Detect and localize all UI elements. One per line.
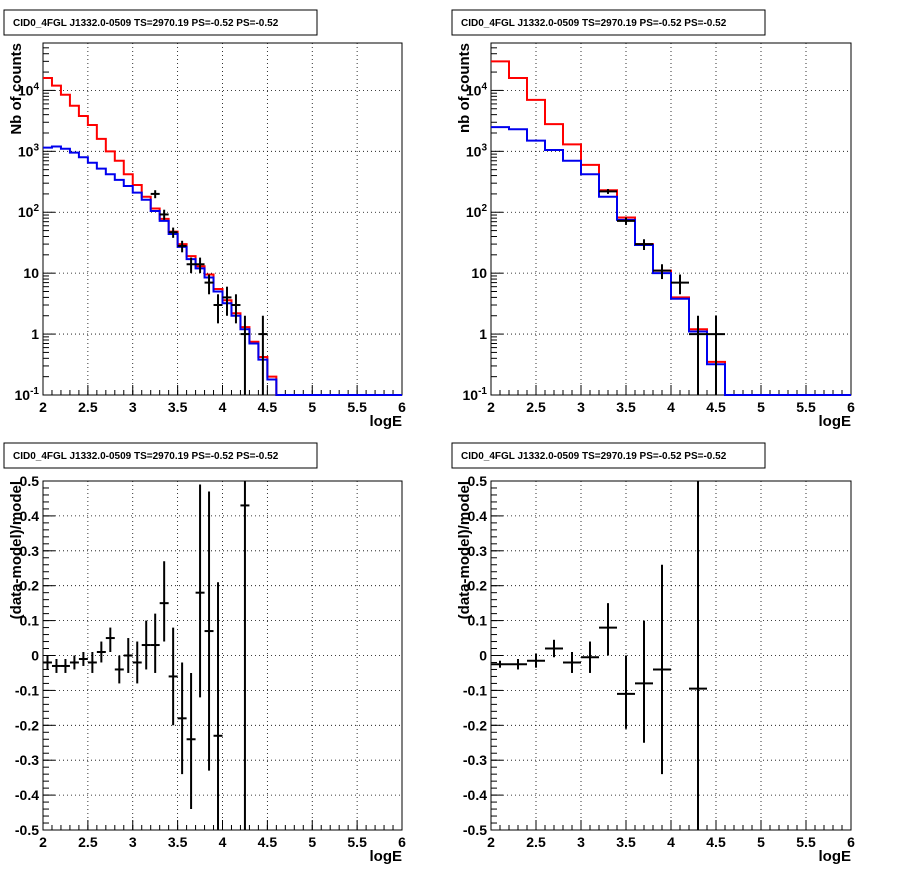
y-tick-label: -0.4	[15, 787, 39, 803]
title-box	[3, 442, 318, 469]
x-tick-label: 4.5	[706, 834, 726, 850]
y-tick-label: -0.2	[463, 717, 487, 733]
x-tick-label: 2	[39, 834, 47, 850]
x-tick-label: 4.5	[258, 834, 278, 850]
x-tick-label: 5	[308, 399, 316, 415]
y-tick-label: 0.5	[468, 473, 488, 489]
x-axis-label: logE	[370, 848, 403, 865]
x-tick-label: 2.5	[78, 834, 98, 850]
y-tick-label: 1	[31, 326, 39, 342]
histogram-series-line	[43, 145, 402, 396]
x-tick-label: 5	[757, 834, 765, 850]
x-tick-label: 4.5	[706, 399, 726, 415]
x-tick-label: 6	[398, 399, 406, 415]
residual-panel-right: CID0_4FGL J1332.0-0509 TS=2970.19 PS=-0.…	[451, 442, 855, 865]
y-axis-label: nb of counts	[456, 43, 473, 133]
plot-frame	[42, 480, 403, 831]
x-tick-label: 5.5	[796, 834, 816, 850]
y-tick-label: 10	[471, 265, 487, 281]
x-tick-label: 3.5	[616, 399, 636, 415]
x-tick-label: 2.5	[526, 834, 546, 850]
y-tick-label: 0.4	[20, 508, 40, 524]
y-tick-label: -0.5	[463, 822, 487, 838]
y-tick-label: 0.4	[468, 508, 488, 524]
chart-title: CID0_4FGL J1332.0-0509 TS=2970.19 PS=-0.…	[13, 451, 279, 462]
x-tick-label: 2	[39, 399, 47, 415]
x-tick-label: 3	[129, 399, 137, 415]
y-tick-label: 0.1	[20, 613, 40, 629]
y-tick-label: 0	[31, 648, 39, 664]
y-tick-label: -0.4	[463, 787, 487, 803]
title-box	[451, 442, 766, 469]
y-tick-label: 103	[466, 142, 488, 159]
counts-panel-right: CID0_4FGL J1332.0-0509 TS=2970.19 PS=-0.…	[451, 9, 855, 430]
y-tick-label: 103	[18, 142, 40, 159]
y-tick-label: 10	[23, 265, 39, 281]
x-tick-label: 6	[398, 834, 406, 850]
y-tick-label: 0.2	[468, 578, 488, 594]
x-tick-label: 3	[129, 834, 137, 850]
x-tick-label: 2	[487, 834, 495, 850]
y-tick-label: 102	[466, 203, 488, 220]
chart-title: CID0_4FGL J1332.0-0509 TS=2970.19 PS=-0.…	[461, 451, 727, 462]
x-axis-label: logE	[819, 848, 852, 865]
y-tick-label: 1	[479, 326, 487, 342]
y-tick-label: 104	[466, 81, 488, 98]
chart-title: CID0_4FGL J1332.0-0509 TS=2970.19 PS=-0.…	[461, 18, 727, 29]
y-tick-label: 0.2	[20, 578, 40, 594]
y-tick-label: 104	[18, 81, 40, 98]
x-axis-label: logE	[370, 413, 403, 430]
y-tick-label: 0.5	[20, 473, 40, 489]
x-tick-label: 4	[667, 399, 675, 415]
x-tick-label: 4	[219, 399, 227, 415]
chart-title: CID0_4FGL J1332.0-0509 TS=2970.19 PS=-0.…	[13, 18, 279, 29]
y-tick-label: -0.5	[15, 822, 39, 838]
x-tick-label: 2	[487, 399, 495, 415]
x-tick-label: 4	[219, 834, 227, 850]
x-tick-label: 5.5	[347, 834, 367, 850]
counts-panel-left: CID0_4FGL J1332.0-0509 TS=2970.19 PS=-0.…	[3, 9, 406, 430]
x-tick-label: 5	[757, 399, 765, 415]
y-axis-label: (data-model)/model	[8, 481, 25, 619]
x-tick-label: 2.5	[78, 399, 98, 415]
y-tick-label: 0.3	[468, 543, 488, 559]
y-tick-label: 0.3	[20, 543, 40, 559]
title-box	[3, 9, 318, 36]
x-tick-label: 2.5	[526, 399, 546, 415]
x-tick-label: 3.5	[168, 399, 188, 415]
y-tick-label: 0.1	[468, 613, 488, 629]
x-tick-label: 3	[577, 399, 585, 415]
y-tick-label: -0.3	[15, 752, 39, 768]
y-tick-label: -0.1	[15, 682, 39, 698]
x-tick-label: 6	[847, 399, 855, 415]
title-box	[451, 9, 766, 36]
x-tick-label: 5.5	[796, 399, 816, 415]
y-tick-label: -0.2	[15, 717, 39, 733]
x-tick-label: 6	[847, 834, 855, 850]
x-tick-label: 5.5	[347, 399, 367, 415]
y-tick-label: 10-1	[15, 386, 40, 403]
y-tick-label: -0.1	[463, 682, 487, 698]
y-axis-label: (data-model)/model	[456, 481, 473, 619]
y-tick-label: 10-1	[463, 386, 488, 403]
y-axis-label: Nb of counts	[8, 43, 25, 135]
x-tick-label: 3.5	[616, 834, 636, 850]
x-tick-label: 3	[577, 834, 585, 850]
x-tick-label: 4.5	[258, 399, 278, 415]
x-tick-label: 4	[667, 834, 675, 850]
x-tick-label: 5	[308, 834, 316, 850]
residual-panel-left: CID0_4FGL J1332.0-0509 TS=2970.19 PS=-0.…	[3, 442, 406, 865]
y-tick-label: 0	[479, 648, 487, 664]
y-tick-label: -0.3	[463, 752, 487, 768]
x-tick-label: 3.5	[168, 834, 188, 850]
y-tick-label: 102	[18, 203, 40, 220]
x-axis-label: logE	[819, 413, 852, 430]
